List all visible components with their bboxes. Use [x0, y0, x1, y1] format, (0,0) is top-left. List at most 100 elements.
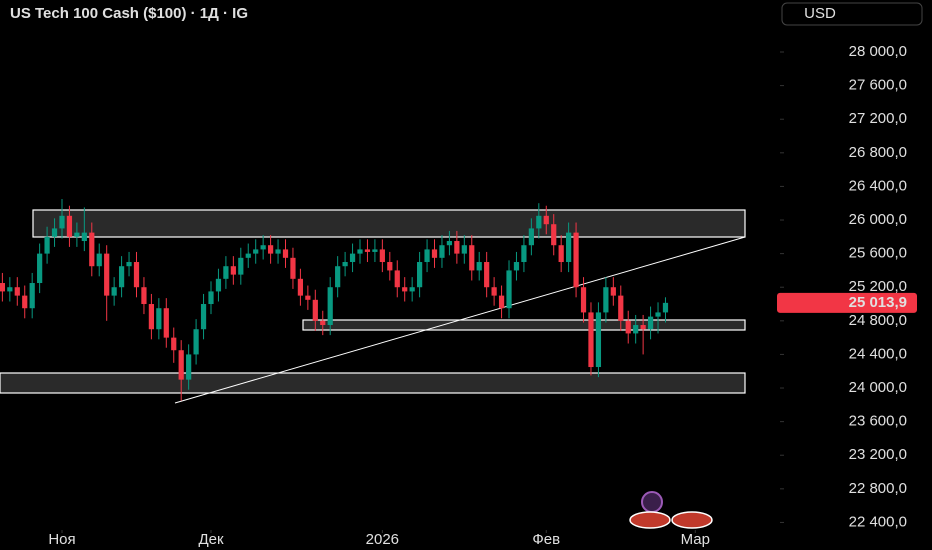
candle-body [625, 320, 631, 334]
candle-body [260, 245, 266, 250]
candle-body [141, 287, 147, 305]
candle-body [29, 283, 35, 309]
last-price-badge [777, 292, 917, 313]
candle-body [163, 308, 169, 338]
candle-body [74, 232, 80, 237]
candle-body [282, 249, 289, 258]
currency[interactable]: USD [804, 5, 836, 22]
event-icon[interactable] [671, 511, 713, 529]
candle-body [0, 283, 5, 292]
candle-body [640, 325, 646, 330]
candle-body [59, 215, 65, 229]
candle-body [327, 287, 333, 326]
candle-body [588, 312, 594, 368]
candle-body [551, 224, 557, 246]
candle-body [238, 257, 244, 275]
candle-body [491, 287, 497, 296]
y-tick-label: 23 200,0 [849, 446, 907, 463]
candle-body [618, 295, 624, 321]
candle-body [655, 312, 661, 317]
candle-body [610, 287, 616, 296]
event-icons [629, 491, 713, 529]
y-tick-label: 22 800,0 [849, 480, 907, 497]
candle-body [297, 278, 304, 296]
candle-body [156, 308, 162, 330]
candle-body [148, 304, 155, 330]
candle-body [424, 249, 430, 263]
currency-button[interactable] [781, 2, 923, 26]
candle-body [521, 245, 527, 263]
candle-body [528, 228, 534, 246]
candle-body [89, 232, 95, 267]
x-tick-label: Мар [681, 531, 710, 548]
candle-body [215, 278, 222, 292]
candle-body [51, 228, 58, 237]
candle-body [469, 245, 475, 271]
y-tick-label: 26 000,0 [849, 211, 907, 228]
candle-body [394, 270, 400, 288]
candle-body [633, 325, 639, 334]
candle-body [223, 266, 229, 279]
x-tick-label: Дек [198, 531, 224, 548]
event-icon[interactable] [641, 491, 663, 513]
candle-body [603, 287, 609, 313]
candle-body [446, 241, 453, 246]
candle-body [357, 249, 363, 254]
candle-body [454, 241, 460, 254]
candle-body [402, 287, 408, 292]
candle-body [66, 215, 73, 237]
y-tick-label: 27 200,0 [849, 110, 907, 127]
candle-body [431, 249, 438, 258]
candle-body [81, 232, 87, 242]
x-tick-label: Ноя [48, 531, 75, 548]
y-tick-label: 24 400,0 [849, 345, 907, 362]
candle-body [178, 350, 184, 380]
chart-title: US Tech 100 Cash ($100) · 1Д · IG [10, 5, 248, 22]
candle-body [417, 262, 423, 288]
event-icon[interactable] [629, 511, 671, 529]
y-tick-label: 25 600,0 [849, 245, 907, 262]
candle-body [536, 215, 542, 229]
candle-body [208, 291, 214, 305]
y-tick-label: 25 200,0 [849, 278, 907, 295]
candle-body [379, 249, 385, 263]
zone [32, 209, 746, 238]
candle-body [595, 312, 602, 368]
candle-body [372, 249, 378, 252]
candle-body [506, 270, 512, 309]
candle-body [498, 295, 505, 309]
candle-body [171, 337, 177, 351]
last-price-label: 25 013,9 [849, 294, 907, 311]
candle-body [126, 262, 132, 267]
candle-body [275, 249, 281, 254]
zone [302, 319, 746, 331]
candle-body [133, 262, 140, 288]
y-tick-label: 23 600,0 [849, 413, 907, 430]
x-tick-label: Фев [532, 531, 560, 548]
candle-body [290, 257, 296, 279]
x-tick-label: 2026 [366, 531, 399, 548]
candle-body [543, 215, 549, 225]
candle-body [96, 253, 102, 267]
candle-body [245, 253, 251, 258]
candle-body [647, 316, 654, 330]
y-tick-label: 26 400,0 [849, 177, 907, 194]
candle-body [461, 245, 467, 254]
candle-body [111, 287, 117, 296]
candle-body [118, 266, 125, 288]
candle-body [104, 253, 110, 296]
candle-body [409, 287, 415, 292]
candle-body [305, 295, 311, 300]
candle-body [200, 304, 207, 330]
candle-body [335, 266, 341, 288]
candle-body [387, 262, 393, 271]
candle-body [193, 329, 199, 355]
candle-body [320, 320, 326, 326]
zone [0, 372, 746, 394]
candle-body [349, 253, 356, 263]
candle-body [44, 236, 50, 254]
candle-body [364, 249, 371, 252]
candle-body [476, 262, 482, 271]
